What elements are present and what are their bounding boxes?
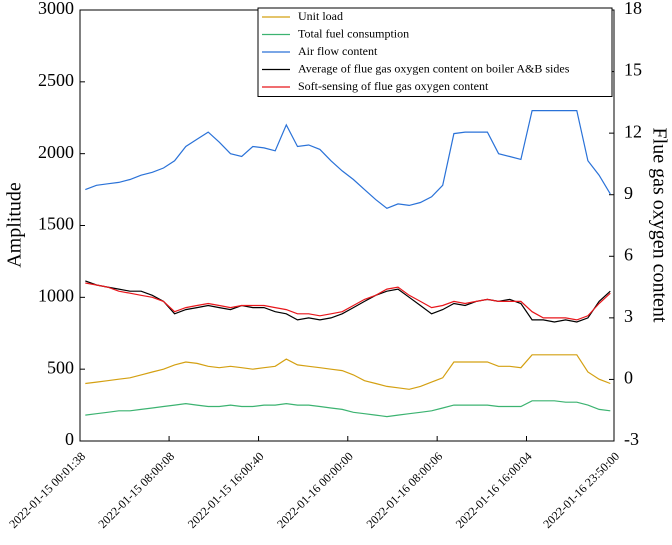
series-line [85, 400, 611, 418]
y-tick-label: 1500 [38, 214, 74, 234]
y-tick-label: 2000 [38, 142, 74, 162]
legend-label: Air flow content [298, 44, 378, 58]
x-tick-label: 2022-01-16 23:50:00 [540, 449, 622, 531]
x-tick-label: 2022-01-15 00:01:38 [6, 449, 88, 531]
legend-label: Unit load [298, 9, 343, 23]
y2-tick-label: 6 [624, 244, 633, 264]
y2-tick-label: 9 [624, 183, 633, 203]
x-tick-label: 2022-01-16 08:00:06 [363, 449, 445, 531]
series-line [85, 282, 611, 321]
x-tick-label: 2022-01-16 16:00:04 [453, 449, 535, 531]
legend-label: Average of flue gas oxygen content on bo… [298, 61, 570, 75]
y-axis-label: Amplitude [4, 182, 26, 268]
y2-tick-label: 0 [624, 368, 633, 388]
y2-tick-label: 15 [624, 60, 642, 80]
y2-tick-label: 18 [624, 0, 642, 18]
y-tick-label: 2500 [38, 70, 74, 90]
y-tick-label: 3000 [38, 0, 74, 18]
legend-box [257, 7, 613, 97]
y-tick-label: 0 [65, 429, 74, 449]
legend-label: Soft-sensing of flue gas oxygen content [298, 79, 489, 93]
series-line [85, 354, 611, 390]
y2-tick-label: -3 [624, 429, 639, 449]
y-tick-label: 1000 [38, 285, 74, 305]
y2-tick-label: 3 [624, 306, 633, 326]
y-tick-label: 500 [47, 357, 74, 377]
x-tick-label: 2022-01-15 08:00:08 [95, 449, 177, 531]
x-tick-label: 2022-01-15 16:00:40 [185, 449, 267, 531]
y2-tick-label: 12 [624, 121, 642, 141]
series-line [85, 280, 611, 323]
y2-axis-label: Flue gas oxygen content [648, 128, 670, 323]
series-line [85, 110, 611, 209]
x-tick-label: 2022-01-16 00:00:00 [274, 449, 356, 531]
legend-label: Total fuel consumption [298, 26, 409, 40]
